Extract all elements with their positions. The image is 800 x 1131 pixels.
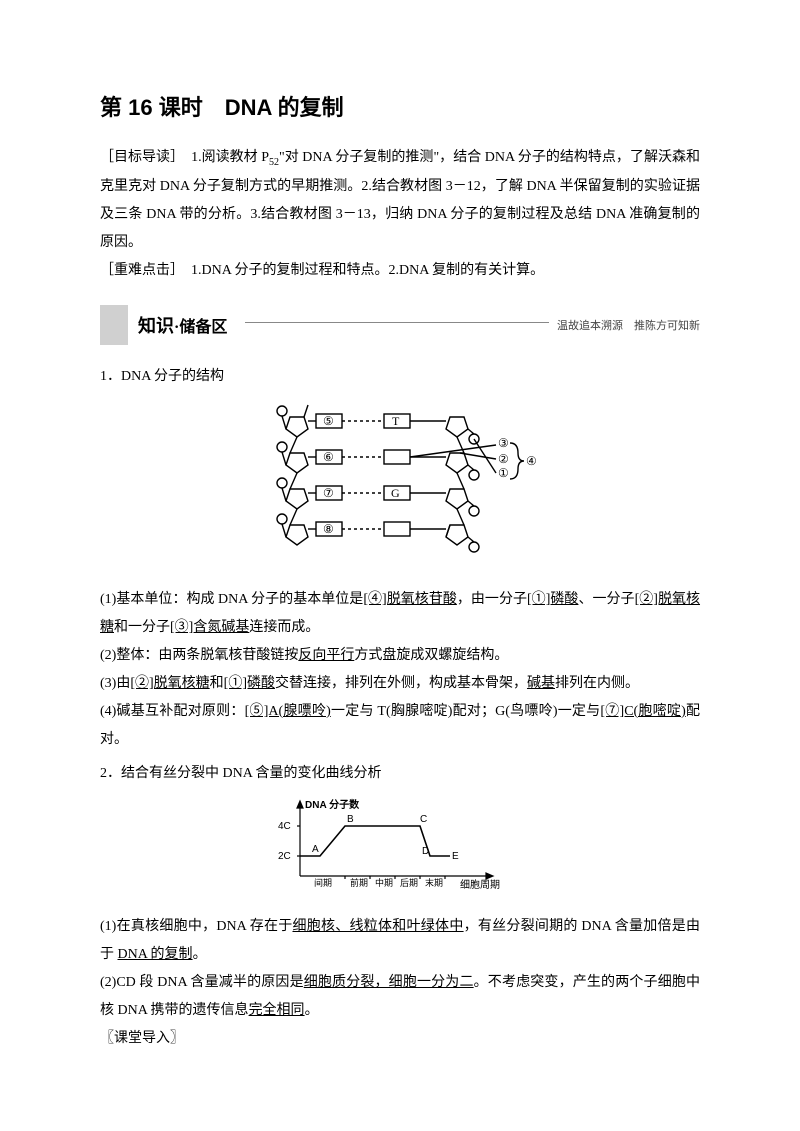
s1-p1: (1)基本单位：构成 DNA 分子的基本单位是[④]脱氧核苷酸，由一分子[①]磷… xyxy=(100,586,700,642)
svg-text:C: C xyxy=(420,814,427,825)
u: [①]磷酸 xyxy=(527,592,578,607)
t: ，由一分子 xyxy=(457,592,527,607)
svg-text:中期: 中期 xyxy=(375,877,393,888)
svg-text:前期: 前期 xyxy=(350,877,368,888)
svg-text:D: D xyxy=(422,846,429,857)
svg-text:T: T xyxy=(392,414,400,428)
u: [①]磷酸 xyxy=(224,676,275,691)
svg-text:④: ④ xyxy=(526,454,537,468)
guide-paragraph: ［目标导读］ 1.阅读教材 P52"对 DNA 分子复制的推测"，结合 DNA … xyxy=(100,144,700,257)
t: 、一分子 xyxy=(578,592,634,607)
svg-text:G: G xyxy=(391,486,400,500)
svg-text:末期: 末期 xyxy=(425,877,443,888)
u: [②]脱氧核糖 xyxy=(130,676,209,691)
guide-sub: 52 xyxy=(269,157,279,168)
u: [⑤]A(腺嘌呤) xyxy=(245,704,331,719)
svg-text:①: ① xyxy=(498,466,509,480)
keypoint-paragraph: ［重难点击］ 1.DNA 分子的复制过程和特点。2.DNA 复制的有关计算。 xyxy=(100,257,700,285)
u: [⑦]C(胞嘧啶) xyxy=(600,704,685,719)
guide-label: ［目标导读］ xyxy=(100,150,177,165)
svg-text:A: A xyxy=(312,844,319,855)
u: 反向平行 xyxy=(298,648,354,663)
dna-structure-figure: ⑤ T ⑥ ⑦ G ⑧ ① ② xyxy=(100,399,700,574)
s1-title: 1．DNA 分子的结构 xyxy=(100,363,700,391)
t: (2)整体：由两条脱氧核苷酸链按 xyxy=(100,648,298,663)
s1-p3: (3)由[②]脱氧核糖和[①]磷酸交替连接，排列在外侧，构成基本骨架，碱基排列在… xyxy=(100,670,700,698)
svg-text:⑤: ⑤ xyxy=(323,414,334,428)
section-header: 知识·储备区 温故追本溯源 推陈方可知新 xyxy=(100,305,700,345)
u: 细胞质分裂，细胞一分为二 xyxy=(304,975,474,990)
svg-text:DNA 分子数: DNA 分子数 xyxy=(305,798,360,811)
class-intro: 〖课堂导入〗 xyxy=(100,1025,700,1053)
t: 连接而成。 xyxy=(249,620,319,635)
page-title: 第 16 课时 DNA 的复制 xyxy=(100,90,700,122)
section-decoration xyxy=(100,305,128,345)
t: 。 xyxy=(193,947,207,962)
s1-p2: (2)整体：由两条脱氧核苷酸链按反向平行方式盘旋成双螺旋结构。 xyxy=(100,642,700,670)
guide-text-1: 1.阅读教材 P xyxy=(177,150,269,165)
u: [④]脱氧核苷酸 xyxy=(363,592,457,607)
keypoint-text: 1.DNA 分子的复制过程和特点。2.DNA 复制的有关计算。 xyxy=(177,263,544,278)
u: DNA 的复制 xyxy=(118,947,193,962)
s2-title: 2．结合有丝分裂中 DNA 含量的变化曲线分析 xyxy=(100,760,700,788)
svg-text:②: ② xyxy=(498,452,509,466)
t: (4)碱基互补配对原则： xyxy=(100,704,245,719)
t: 一定与 T(胸腺嘧啶)配对；G(鸟嘌呤)一定与 xyxy=(331,704,601,719)
t: 排列在内侧。 xyxy=(555,676,639,691)
svg-text:细胞周期: 细胞周期 xyxy=(460,878,500,891)
u: [③]含氮碱基 xyxy=(170,620,249,635)
svg-text:4C: 4C xyxy=(278,821,291,832)
t: 和 xyxy=(210,676,224,691)
svg-text:③: ③ xyxy=(498,436,509,450)
t: (1)基本单位：构成 DNA 分子的基本单位是 xyxy=(100,592,363,607)
section-sub: ·储备区 xyxy=(174,319,227,336)
section-line xyxy=(245,322,549,323)
svg-text:E: E xyxy=(452,851,459,862)
svg-text:⑥: ⑥ xyxy=(323,450,334,464)
t: (3)由 xyxy=(100,676,130,691)
s2-p2: (2)CD 段 DNA 含量减半的原因是细胞质分裂，细胞一分为二。不考虑突变，产… xyxy=(100,969,700,1025)
t: 和一分子 xyxy=(114,620,170,635)
svg-text:间期: 间期 xyxy=(314,877,332,888)
u: 碱基 xyxy=(527,676,555,691)
s1-p4: (4)碱基互补配对原则：[⑤]A(腺嘌呤)一定与 T(胸腺嘧啶)配对；G(鸟嘌呤… xyxy=(100,698,700,754)
section-tag: 温故追本溯源 推陈方可知新 xyxy=(557,317,700,333)
svg-text:后期: 后期 xyxy=(400,878,418,888)
u: 完全相同 xyxy=(249,1003,305,1018)
svg-text:⑦: ⑦ xyxy=(323,486,334,500)
dna-curve-figure: DNA 分子数 细胞周期 2C 4C A B C D E 间期 前期 中期 后期 xyxy=(100,796,700,901)
t: (2)CD 段 DNA 含量减半的原因是 xyxy=(100,975,304,990)
t: (1)在真核细胞中，DNA 存在于 xyxy=(100,919,292,934)
s2-p1: (1)在真核细胞中，DNA 存在于细胞核、线粒体和叶绿体中，有丝分裂间期的 DN… xyxy=(100,913,700,969)
u: 细胞核、线粒体和叶绿体中 xyxy=(292,919,463,934)
svg-text:2C: 2C xyxy=(278,851,291,862)
section-main: 知识 xyxy=(138,316,174,336)
t: 交替连接，排列在外侧，构成基本骨架， xyxy=(275,676,527,691)
t: 方式盘旋成双螺旋结构。 xyxy=(354,648,508,663)
svg-text:B: B xyxy=(347,814,354,825)
t: 。 xyxy=(305,1003,319,1018)
keypoint-label: ［重难点击］ xyxy=(100,263,177,278)
svg-text:⑧: ⑧ xyxy=(323,522,334,536)
